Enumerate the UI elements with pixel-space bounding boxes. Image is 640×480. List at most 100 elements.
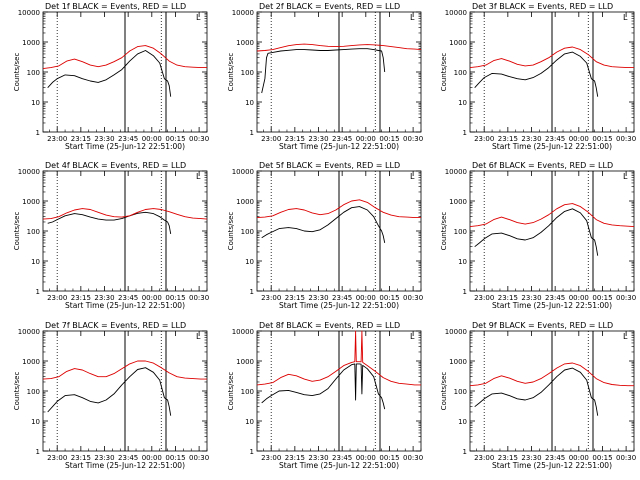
panel-det-4: Det 4f BLACK = Events, RED = LLD L 1 10 100 1… — [13, 161, 209, 310]
x-tick-label: 23:00 — [474, 135, 494, 143]
y-tick-label: 1000 — [236, 39, 254, 47]
x-tick-label: 00:00 — [356, 294, 376, 302]
x-tick-label: 23:00 — [261, 454, 281, 462]
y-tick-label: 1 — [250, 129, 254, 137]
y-tick-label: 1000 — [22, 39, 40, 47]
x-tick-label: 23:15 — [285, 454, 305, 462]
x-tick-label: 23:45 — [332, 135, 352, 143]
y-tick-label: 100 — [241, 69, 254, 77]
lld-series-line — [256, 43, 422, 52]
corner-label: L — [623, 332, 628, 341]
x-tick-label: 00:30 — [189, 454, 209, 462]
x-tick-label: 23:15 — [71, 135, 91, 143]
x-tick-label: 00:30 — [616, 454, 636, 462]
y-tick-label: 10 — [245, 258, 254, 266]
x-tick-label: 00:30 — [403, 135, 423, 143]
events-series-line — [474, 51, 599, 97]
x-axis-label: Start Time (25-Jun-12 22:51:00) — [492, 461, 612, 470]
y-axis-label: Counts/sec — [227, 372, 235, 411]
y-tick-label: 100 — [454, 388, 467, 396]
x-tick-label: 00:30 — [189, 135, 209, 143]
y-tick-label: 1 — [36, 448, 40, 456]
y-axis-label: Counts/sec — [440, 53, 448, 92]
x-tick-label: 23:30 — [94, 294, 114, 302]
y-tick-label: 1000 — [449, 198, 467, 206]
panel-det-1: Det 1f BLACK = Events, RED = LLD L 1 10 100 1… — [13, 2, 209, 151]
x-tick-label: 00:00 — [142, 135, 162, 143]
y-tick-label: 1 — [463, 448, 467, 456]
lld-series-line — [469, 203, 635, 228]
y-tick-label: 10000 — [18, 9, 40, 17]
corner-label: L — [410, 13, 415, 22]
y-tick-label: 10 — [458, 258, 467, 266]
panel-title: Det 4f BLACK = Events, RED = LLD — [45, 161, 186, 170]
y-tick-label: 1000 — [236, 198, 254, 206]
x-tick-label: 23:00 — [47, 454, 67, 462]
events-series-line — [261, 48, 386, 94]
panel-title: Det 1f BLACK = Events, RED = LLD — [45, 2, 186, 11]
x-tick-label: 23:30 — [308, 294, 328, 302]
x-tick-label: 00:15 — [379, 454, 399, 462]
x-tick-label: 23:30 — [521, 294, 541, 302]
events-series-line — [47, 211, 172, 234]
y-tick-label: 10000 — [232, 328, 254, 336]
y-tick-label: 10000 — [232, 9, 254, 17]
x-tick-label: 00:15 — [379, 135, 399, 143]
y-tick-label: 10 — [245, 99, 254, 107]
x-tick-label: 00:00 — [142, 294, 162, 302]
x-tick-label: 23:15 — [498, 454, 518, 462]
y-tick-label: 10000 — [445, 9, 467, 17]
x-tick-label: 00:15 — [165, 454, 185, 462]
events-series-line — [474, 208, 599, 256]
x-tick-label: 00:15 — [379, 294, 399, 302]
x-tick-label: 23:45 — [332, 454, 352, 462]
y-axis-label: Counts/sec — [440, 212, 448, 251]
x-tick-label: 00:00 — [569, 135, 589, 143]
y-tick-label: 100 — [454, 228, 467, 236]
x-tick-label: 00:15 — [592, 294, 612, 302]
panel-det-6: Det 6f BLACK = Events, RED = LLD L 1 10 100 1… — [440, 161, 636, 310]
panel-det-2: Det 2f BLACK = Events, RED = LLD L 1 10 100 1… — [227, 2, 423, 151]
y-tick-label: 1000 — [22, 358, 40, 366]
x-tick-label: 23:15 — [498, 135, 518, 143]
y-tick-label: 10000 — [18, 328, 40, 336]
lld-series-line — [256, 199, 421, 219]
y-axis-label: Counts/sec — [227, 212, 235, 251]
lld-series-line — [469, 46, 634, 69]
x-tick-label: 00:30 — [403, 294, 423, 302]
x-tick-label: 23:15 — [285, 135, 305, 143]
corner-label: L — [196, 172, 201, 181]
y-tick-label: 100 — [454, 69, 467, 77]
y-tick-label: 1 — [36, 129, 40, 137]
lld-series-line — [256, 330, 421, 386]
x-tick-label: 23:45 — [545, 454, 565, 462]
lld-series-line — [42, 208, 208, 220]
panel-det-8: Det 8f BLACK = Events, RED = LLD L 1 10 100 1… — [227, 321, 423, 470]
panel-det-9: Det 9f BLACK = Events, RED = LLD L 1 10 100 1… — [440, 321, 636, 470]
x-tick-label: 23:15 — [71, 294, 91, 302]
x-axis-label: Start Time (25-Jun-12 22:51:00) — [65, 461, 185, 470]
events-series-line — [47, 50, 172, 97]
x-tick-label: 23:00 — [47, 135, 67, 143]
panel-title: Det 3f BLACK = Events, RED = LLD — [472, 2, 613, 11]
x-tick-label: 23:45 — [118, 454, 138, 462]
y-tick-label: 10 — [458, 418, 467, 426]
y-axis-label: Counts/sec — [227, 53, 235, 92]
y-tick-label: 1 — [36, 288, 40, 296]
y-tick-label: 100 — [27, 228, 40, 236]
corner-label: L — [623, 13, 628, 22]
y-tick-label: 10 — [31, 258, 40, 266]
x-tick-label: 00:30 — [616, 135, 636, 143]
corner-label: L — [623, 172, 628, 181]
panel-title: Det 7f BLACK = Events, RED = LLD — [45, 321, 186, 330]
corner-label: L — [196, 13, 201, 22]
panel-title: Det 6f BLACK = Events, RED = LLD — [472, 161, 613, 170]
y-tick-label: 10 — [31, 418, 40, 426]
y-axis-label: Counts/sec — [440, 372, 448, 411]
x-tick-label: 23:45 — [545, 294, 565, 302]
panel-det-5: Det 5f BLACK = Events, RED = LLD L 1 10 100 1… — [227, 161, 423, 310]
y-tick-label: 100 — [241, 228, 254, 236]
y-axis-label: Counts/sec — [13, 372, 21, 411]
x-tick-label: 00:00 — [356, 454, 376, 462]
